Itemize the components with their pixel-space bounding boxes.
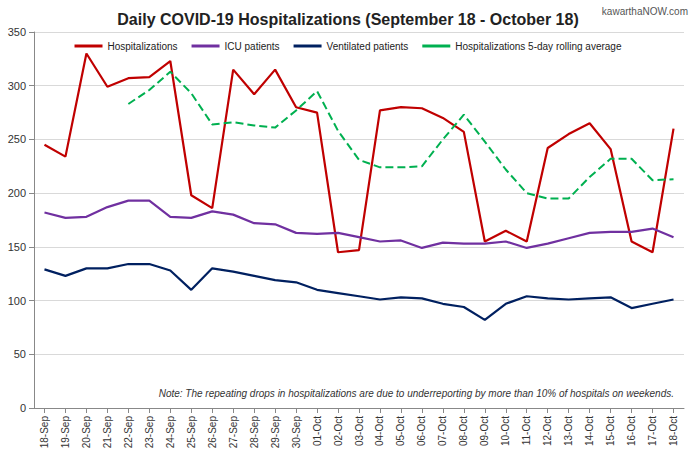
svg-text:350: 350 xyxy=(8,26,26,38)
svg-text:15-Oct: 15-Oct xyxy=(605,416,616,446)
svg-text:Daily COVID-19 Hospitalization: Daily COVID-19 Hospitalizations (Septemb… xyxy=(117,11,578,28)
svg-text:Ventilated patients: Ventilated patients xyxy=(327,41,409,52)
svg-text:ICU patients: ICU patients xyxy=(225,41,280,52)
svg-text:10-Oct: 10-Oct xyxy=(500,416,511,446)
svg-text:19-Sep: 19-Sep xyxy=(60,416,71,449)
svg-text:20-Sep: 20-Sep xyxy=(81,416,92,449)
svg-text:09-Oct: 09-Oct xyxy=(479,416,490,446)
svg-text:08-Oct: 08-Oct xyxy=(458,416,469,446)
svg-text:250: 250 xyxy=(8,133,26,145)
svg-text:18-Oct: 18-Oct xyxy=(668,416,679,446)
svg-text:18-Sep: 18-Sep xyxy=(39,416,50,449)
svg-text:01-Oct: 01-Oct xyxy=(312,416,323,446)
svg-text:17-Oct: 17-Oct xyxy=(647,416,658,446)
svg-text:22-Sep: 22-Sep xyxy=(123,416,134,449)
svg-text:50: 50 xyxy=(14,348,26,360)
svg-text:0: 0 xyxy=(20,402,26,414)
svg-text:12-Oct: 12-Oct xyxy=(542,416,553,446)
svg-text:100: 100 xyxy=(8,295,26,307)
svg-text:Hospitalizations: Hospitalizations xyxy=(108,41,178,52)
svg-text:02-Oct: 02-Oct xyxy=(333,416,344,446)
svg-text:13-Oct: 13-Oct xyxy=(563,416,574,446)
svg-text:16-Oct: 16-Oct xyxy=(626,416,637,446)
svg-text:30-Sep: 30-Sep xyxy=(291,416,302,449)
svg-text:07-Oct: 07-Oct xyxy=(437,416,448,446)
svg-text:29-Sep: 29-Sep xyxy=(270,416,281,449)
svg-text:26-Sep: 26-Sep xyxy=(207,416,218,449)
svg-text:11-Oct: 11-Oct xyxy=(521,416,532,445)
svg-text:24-Sep: 24-Sep xyxy=(165,416,176,449)
svg-text:06-Oct: 06-Oct xyxy=(416,416,427,446)
svg-text:300: 300 xyxy=(8,80,26,92)
svg-text:28-Sep: 28-Sep xyxy=(249,416,260,449)
svg-text:14-Oct: 14-Oct xyxy=(584,416,595,446)
svg-text:200: 200 xyxy=(8,187,26,199)
svg-text:150: 150 xyxy=(8,241,26,253)
svg-text:kawarthaNOW.com: kawarthaNOW.com xyxy=(602,6,688,17)
svg-text:05-Oct: 05-Oct xyxy=(395,416,406,446)
svg-text:04-Oct: 04-Oct xyxy=(374,416,385,446)
svg-text:Hospitalizations 5-day rolling: Hospitalizations 5-day rolling average xyxy=(455,41,622,52)
svg-text:25-Sep: 25-Sep xyxy=(186,416,197,449)
svg-text:03-Oct: 03-Oct xyxy=(354,416,365,446)
svg-text:21-Sep: 21-Sep xyxy=(102,416,113,449)
svg-text:Note: The repeating drops in h: Note: The repeating drops in hospitaliza… xyxy=(159,388,674,399)
svg-text:27-Sep: 27-Sep xyxy=(228,416,239,449)
svg-text:23-Sep: 23-Sep xyxy=(144,416,155,449)
